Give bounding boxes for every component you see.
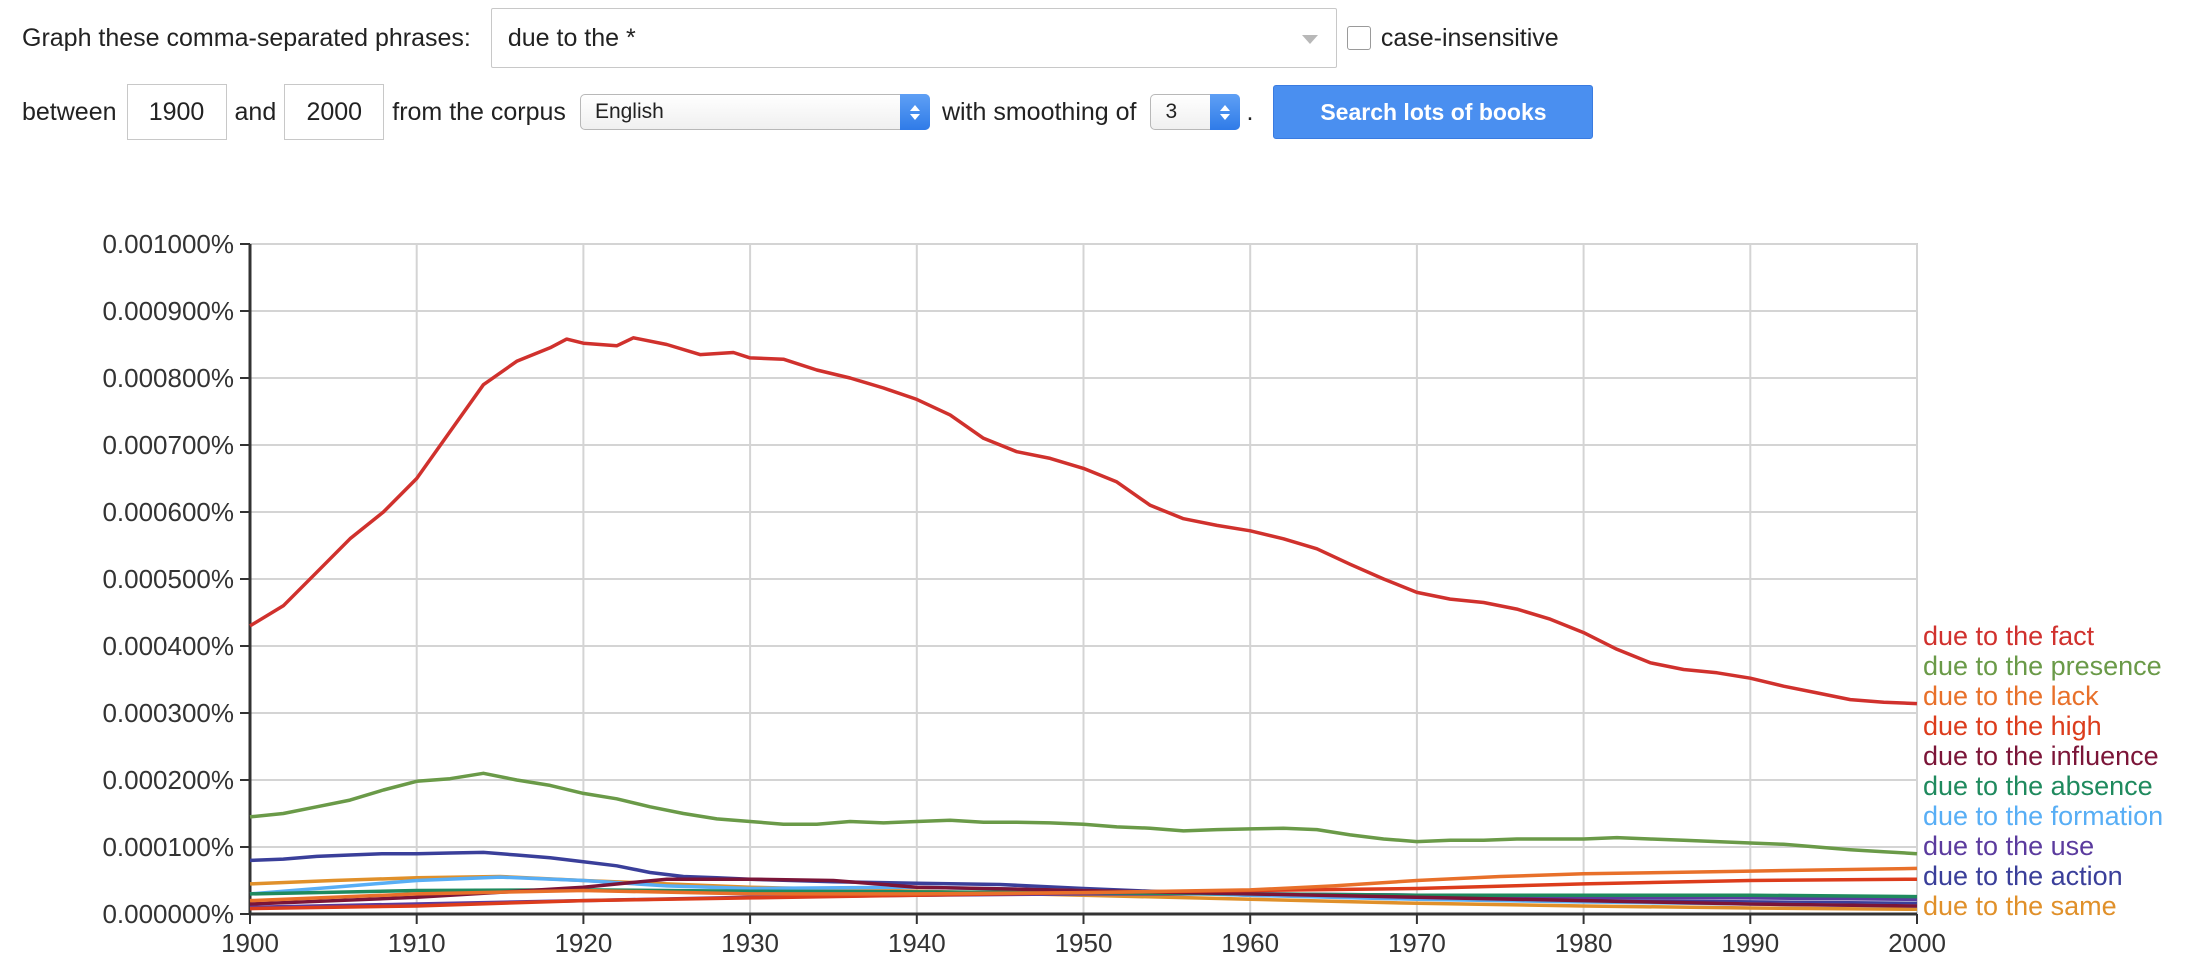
y-tick-label: 0.000900% xyxy=(102,296,234,326)
dropdown-caret-icon[interactable] xyxy=(1301,35,1318,44)
y-tick-label: 0.001000% xyxy=(102,229,234,259)
y-tick-label: 0.000000% xyxy=(102,899,234,929)
legend-entry: due to the action xyxy=(1923,861,2123,891)
corpus-value: English xyxy=(594,100,664,123)
legend-entry: due to the use xyxy=(1923,831,2094,861)
y-tick-label: 0.000300% xyxy=(102,698,234,728)
smoothing-value: 3 xyxy=(1165,100,1178,123)
query-text: due to the * xyxy=(507,23,636,52)
end-year-input[interactable]: 2000 xyxy=(284,84,385,140)
between-label: between xyxy=(22,97,117,126)
corpus-spinner-icon[interactable] xyxy=(899,94,930,130)
corpus-label: from the corpus xyxy=(392,97,566,126)
x-tick-label: 1950 xyxy=(1055,928,1113,958)
legend-entry: due to the influence xyxy=(1923,741,2159,771)
smoothing-select[interactable]: 3 xyxy=(1150,94,1241,130)
end-year-value: 2000 xyxy=(306,97,363,126)
y-tick-label: 0.000700% xyxy=(102,430,234,460)
corpus-select[interactable]: English xyxy=(579,94,930,130)
series-line xyxy=(249,877,1918,908)
x-tick-label: 1920 xyxy=(554,928,612,958)
y-tick-label: 0.000200% xyxy=(102,765,234,795)
case-insensitive-checkbox[interactable] xyxy=(1346,26,1371,50)
y-tick-label: 0.000800% xyxy=(102,363,234,393)
y-tick-label: 0.000500% xyxy=(102,564,234,594)
x-tick-label: 1940 xyxy=(888,928,946,958)
x-tick-label: 1960 xyxy=(1221,928,1279,958)
smoothing-label: with smoothing of xyxy=(941,97,1137,126)
series-line xyxy=(249,866,1918,903)
legend-entry: due to the formation xyxy=(1923,801,2163,831)
x-tick-label: 1900 xyxy=(221,928,279,958)
x-tick-label: 1970 xyxy=(1388,928,1446,958)
search-button[interactable]: Search lots of books xyxy=(1273,85,1594,139)
x-tick-label: 1910 xyxy=(388,928,446,958)
start-year-value: 1900 xyxy=(148,97,205,126)
case-insensitive-label: case-insensitive xyxy=(1380,23,1559,52)
y-tick-label: 0.000400% xyxy=(102,631,234,661)
smoothing-spinner-icon[interactable] xyxy=(1210,94,1241,130)
period-label: . xyxy=(1246,97,1254,126)
x-tick-label: 1990 xyxy=(1721,928,1779,958)
y-tick-label: 0.000600% xyxy=(102,497,234,527)
and-label: and xyxy=(234,97,277,126)
legend-entry: due to the absence xyxy=(1923,771,2153,801)
x-tick-label: 1930 xyxy=(721,928,779,958)
start-year-input[interactable]: 1900 xyxy=(126,84,227,140)
query-input[interactable]: due to the * xyxy=(490,8,1337,68)
series-line xyxy=(249,336,1918,706)
phrases-label: Graph these comma-separated phrases: xyxy=(22,23,471,52)
legend-entry: due to the same xyxy=(1923,891,2117,921)
series-line xyxy=(249,771,1918,856)
legend-entry: due to the presence xyxy=(1923,651,2162,681)
legend-entry: due to the fact xyxy=(1923,621,2095,651)
x-tick-label: 2000 xyxy=(1888,928,1946,958)
legend-entry: due to the high xyxy=(1923,711,2102,741)
x-tick-label: 1980 xyxy=(1555,928,1613,958)
legend-entry: due to the lack xyxy=(1923,681,2099,711)
y-tick-label: 0.000100% xyxy=(102,832,234,862)
